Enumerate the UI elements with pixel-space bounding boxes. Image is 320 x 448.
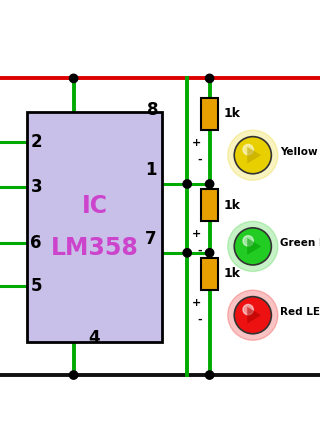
Text: +: + xyxy=(192,229,202,239)
Text: 1k: 1k xyxy=(224,199,241,212)
Circle shape xyxy=(234,297,271,334)
Text: 6: 6 xyxy=(30,234,42,252)
Circle shape xyxy=(243,144,253,155)
Circle shape xyxy=(69,371,78,379)
Text: +: + xyxy=(192,298,202,308)
Text: 1k: 1k xyxy=(224,267,241,280)
Text: +: + xyxy=(192,138,202,148)
Bar xyxy=(201,190,219,221)
Circle shape xyxy=(205,249,214,257)
Text: 3: 3 xyxy=(30,178,42,196)
Text: 8: 8 xyxy=(147,101,158,120)
Text: 1: 1 xyxy=(145,161,157,179)
Circle shape xyxy=(183,249,191,257)
Text: -: - xyxy=(197,246,202,256)
Text: Yellow LED: Yellow LED xyxy=(280,147,320,157)
Circle shape xyxy=(228,130,278,180)
Bar xyxy=(201,98,219,129)
Circle shape xyxy=(205,371,214,379)
Text: 2: 2 xyxy=(30,134,42,151)
Text: Green LED: Green LED xyxy=(280,238,320,248)
Circle shape xyxy=(69,74,78,82)
Circle shape xyxy=(243,236,253,246)
Text: -: - xyxy=(197,315,202,325)
Text: LM358: LM358 xyxy=(51,236,138,260)
Text: 4: 4 xyxy=(89,328,100,347)
Circle shape xyxy=(205,180,214,188)
Text: -: - xyxy=(197,155,202,165)
Circle shape xyxy=(228,290,278,340)
Bar xyxy=(27,112,162,342)
Text: 1k: 1k xyxy=(224,107,241,120)
Polygon shape xyxy=(247,238,261,255)
Bar xyxy=(201,258,219,289)
Circle shape xyxy=(234,228,271,265)
Polygon shape xyxy=(247,307,261,323)
Polygon shape xyxy=(247,147,261,164)
Text: Red LED: Red LED xyxy=(280,307,320,317)
Circle shape xyxy=(243,305,253,315)
Text: IC: IC xyxy=(81,194,108,219)
Circle shape xyxy=(234,137,271,174)
Text: 7: 7 xyxy=(145,230,157,248)
Text: 5: 5 xyxy=(30,277,42,295)
Circle shape xyxy=(228,221,278,271)
Circle shape xyxy=(183,180,191,188)
Circle shape xyxy=(205,74,214,82)
